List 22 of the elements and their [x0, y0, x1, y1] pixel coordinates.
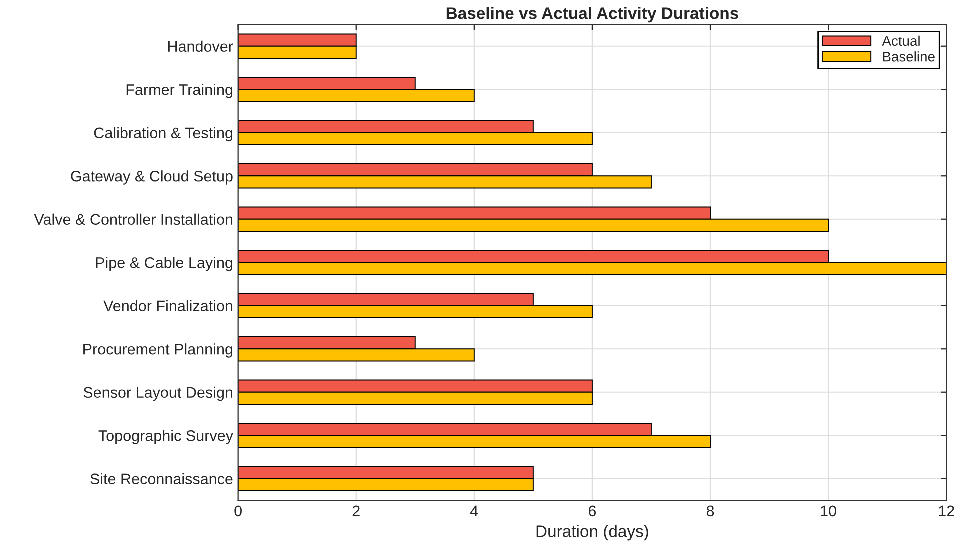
y-tick-label: Procurement Planning: [84, 344, 232, 358]
x-tick-label: 6: [588, 506, 596, 517]
y-tick-label: Sensor Layout Design: [84, 386, 232, 402]
y-tick-label: Handover: [168, 40, 234, 52]
x-axis-title: Duration (days): [536, 525, 648, 541]
chart-title: Baseline vs Actual Activity Durations: [446, 7, 738, 23]
x-tick-label: 2: [352, 506, 360, 516]
y-tick-label: Site Reconnaissance: [90, 473, 233, 485]
y-tick-label: Farmer Training: [126, 84, 232, 98]
y-tick-label: Calibration & Testing: [94, 127, 232, 142]
y-tick-label: Topographic Survey: [98, 430, 234, 444]
y-tick-label: Gateway & Cloud Setup: [71, 170, 233, 185]
x-tick-label: 0: [234, 506, 242, 517]
x-tick-label: 8: [706, 506, 714, 517]
x-tick-label: 10: [821, 506, 836, 517]
x-tick-label: 12: [939, 506, 954, 516]
legend-label: Baseline: [883, 52, 935, 62]
y-tick-label: Vendor Finalization: [104, 300, 232, 312]
y-tick-label: Valve & Controller Installation: [34, 214, 232, 226]
x-tick-label: 4: [470, 506, 478, 516]
legend-label: Actual: [882, 36, 920, 46]
y-tick-label: Pipe & Cable Laying: [96, 257, 232, 272]
